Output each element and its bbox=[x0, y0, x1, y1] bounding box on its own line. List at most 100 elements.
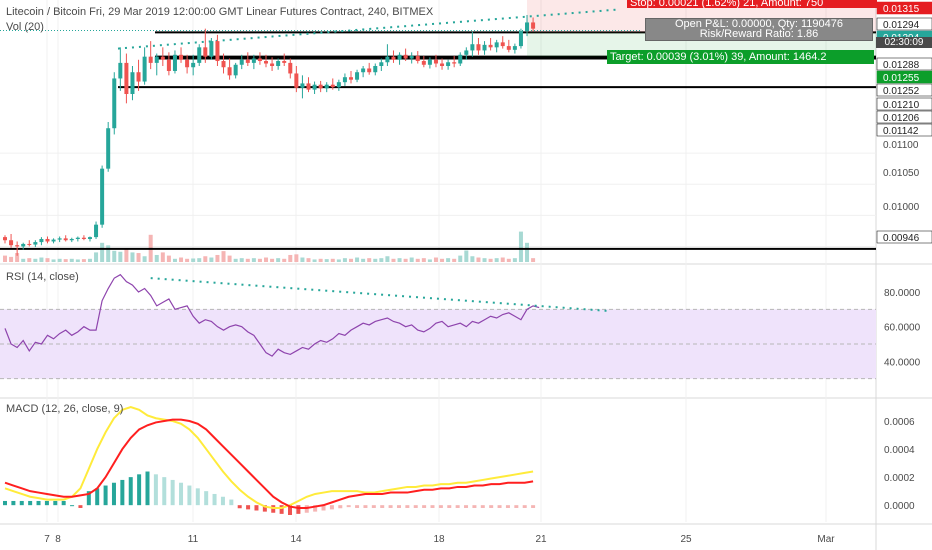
volume-bar bbox=[306, 258, 311, 262]
candle-body bbox=[446, 62, 451, 66]
macd-histogram-bar bbox=[195, 488, 200, 506]
macd-histogram-bar bbox=[505, 505, 510, 508]
macd-histogram-bar bbox=[179, 482, 184, 506]
macd-histogram-bar bbox=[103, 485, 108, 506]
candle-body bbox=[106, 128, 111, 169]
price-tick-label: 0.01000 bbox=[883, 202, 920, 213]
macd-histogram-bar bbox=[489, 505, 494, 508]
macd-histogram-bar bbox=[170, 479, 175, 506]
volume-bar bbox=[51, 259, 56, 262]
volume-bar bbox=[118, 251, 123, 262]
macd-histogram-bar bbox=[522, 505, 527, 508]
volume-bar bbox=[142, 256, 147, 262]
candle-body bbox=[355, 72, 360, 80]
volume-bar bbox=[191, 258, 196, 262]
macd-histogram-bar bbox=[3, 500, 7, 506]
volume-bar bbox=[87, 258, 92, 262]
candle-body bbox=[124, 62, 129, 94]
candle-body bbox=[397, 54, 402, 60]
candle-body bbox=[367, 68, 372, 73]
risk-reward-text: Risk/Reward Ratio: 1.86 bbox=[699, 28, 819, 40]
macd-histogram-bar bbox=[53, 500, 58, 506]
volume-bar bbox=[179, 257, 184, 262]
candle-body bbox=[130, 72, 135, 94]
volume-bar bbox=[324, 259, 329, 262]
volume-bar bbox=[385, 256, 390, 262]
candle-body bbox=[39, 238, 44, 243]
candle-body bbox=[209, 41, 214, 57]
volume-bar bbox=[330, 258, 335, 262]
candle-body bbox=[512, 46, 517, 50]
volume-bar bbox=[251, 258, 256, 262]
price-tag-label: 0.01315 bbox=[883, 4, 920, 15]
candle-body bbox=[361, 68, 366, 73]
macd-histogram-bar bbox=[86, 491, 91, 506]
macd-histogram-bar bbox=[36, 500, 41, 506]
candle-body bbox=[282, 61, 287, 63]
candle-body bbox=[385, 56, 390, 63]
macd-histogram-bar bbox=[313, 505, 318, 512]
position-info-box[interactable]: Open P&L: 0.00000, Qty: 1190476 Risk/Rew… bbox=[645, 18, 873, 41]
macd-histogram-bar bbox=[128, 477, 133, 506]
time-tick-label: 11 bbox=[188, 534, 199, 545]
time-tick-label: 18 bbox=[433, 534, 445, 545]
macd-histogram-bar bbox=[44, 500, 49, 506]
candle-body bbox=[51, 239, 56, 242]
macd-histogram-bar bbox=[388, 505, 393, 508]
price-tag bbox=[876, 1, 932, 15]
volume-bar bbox=[197, 258, 202, 262]
volume-bar bbox=[440, 258, 445, 262]
volume-bar bbox=[33, 258, 38, 262]
candle-body bbox=[482, 44, 487, 51]
open-pnl-text: Open P&L: 0.00000, Qty: 1190476 bbox=[675, 18, 843, 30]
macd-tick-label: 0.0000 bbox=[884, 501, 915, 512]
price-tag-label: 0.01142 bbox=[883, 126, 919, 137]
volume-bar bbox=[500, 257, 505, 262]
volume-bar bbox=[367, 258, 372, 262]
candle-body bbox=[494, 42, 499, 48]
macd-histogram-bar bbox=[28, 500, 33, 506]
candle-body bbox=[264, 61, 269, 64]
stop-loss-label[interactable]: Stop: 0.00021 (1.62%) 21, Amount: 750 bbox=[627, 0, 877, 8]
volume-bar bbox=[488, 258, 493, 262]
candle-body bbox=[518, 31, 523, 47]
candle-body bbox=[348, 77, 353, 80]
candle-body bbox=[458, 54, 463, 64]
volume-bar bbox=[106, 245, 111, 262]
rsi-line bbox=[4, 273, 540, 357]
candle-body bbox=[421, 61, 426, 65]
volume-bar bbox=[476, 257, 481, 262]
volume-bar bbox=[203, 256, 208, 262]
macd-histogram-bar bbox=[531, 505, 536, 508]
price-tag-label: 0.01255 bbox=[883, 73, 920, 84]
volume-bar bbox=[63, 259, 68, 262]
price-tag-label: 0.01206 bbox=[883, 113, 920, 124]
price-tag-label: 0.01288 bbox=[883, 60, 920, 71]
macd-histogram-bar bbox=[472, 505, 477, 508]
macd-signal-line bbox=[4, 405, 534, 509]
macd-histogram-bar bbox=[111, 482, 116, 506]
candle-body bbox=[136, 72, 141, 82]
candle-body bbox=[440, 63, 445, 66]
macd-histogram-bar bbox=[262, 505, 267, 512]
macd-histogram-bar bbox=[430, 505, 435, 508]
macd-histogram-bar bbox=[480, 505, 485, 508]
volume-bar bbox=[81, 259, 86, 262]
volume-bar bbox=[209, 257, 214, 262]
volume-bar bbox=[94, 252, 99, 262]
volume-bar bbox=[233, 258, 238, 262]
macd-histogram-bar bbox=[145, 471, 150, 506]
price-tag bbox=[876, 123, 932, 137]
candle-body bbox=[191, 62, 196, 68]
volume-bar bbox=[470, 256, 475, 262]
candle-body bbox=[409, 56, 414, 59]
candle-body bbox=[160, 56, 165, 60]
candle-body bbox=[476, 44, 481, 51]
macd-tick-label: 0.0002 bbox=[884, 473, 915, 484]
target-label[interactable]: Target: 0.00039 (3.01%) 39, Amount: 1464… bbox=[607, 50, 874, 64]
macd-histogram-bar bbox=[355, 505, 360, 508]
candle-body bbox=[270, 63, 275, 66]
volume-bar bbox=[518, 231, 523, 262]
macd-histogram-bar bbox=[296, 505, 301, 514]
